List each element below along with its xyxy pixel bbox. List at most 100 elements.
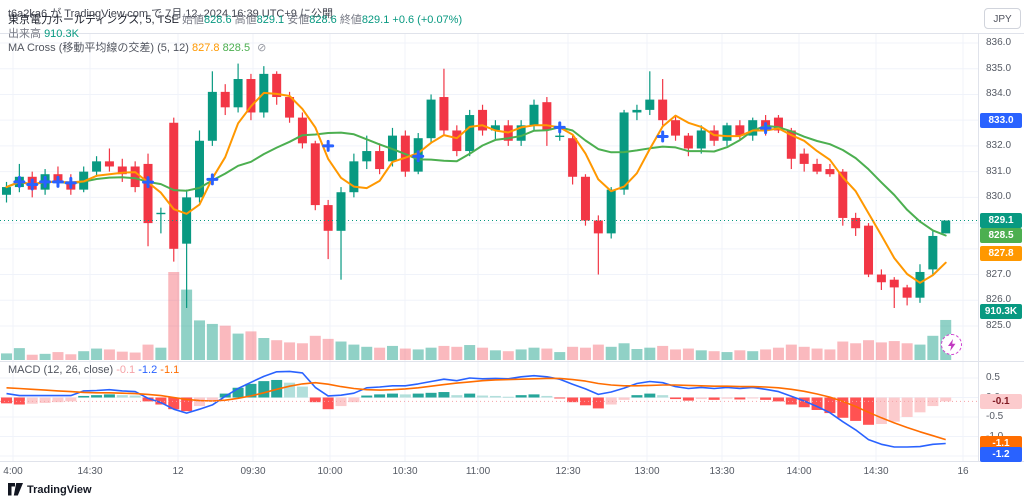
volume-bar <box>142 344 154 360</box>
volume-bar <box>438 345 450 360</box>
macd-hist-bar <box>541 395 553 398</box>
time-tick-label: 14:30 <box>863 466 889 477</box>
volume-bar <box>528 347 540 360</box>
candle-body <box>568 138 578 177</box>
macd-hist-bar <box>39 397 51 403</box>
volume-bar <box>335 341 347 360</box>
boost-button[interactable] <box>941 334 962 355</box>
volume-bar <box>206 323 218 360</box>
ma-cross-marker <box>26 178 39 191</box>
candle-body <box>838 171 848 218</box>
volume-bar <box>760 349 772 360</box>
candle-body <box>130 166 140 188</box>
high-value: 829.1 <box>256 14 285 26</box>
candle-body <box>92 161 102 172</box>
time-tick-label: 10:30 <box>392 466 418 477</box>
macd-hist-value: -0.1 <box>116 364 136 376</box>
volume-bar <box>888 341 900 360</box>
time-tick-label: 10:00 <box>317 466 343 477</box>
candle-body <box>194 140 204 198</box>
candle-body <box>362 151 372 162</box>
macd-hist-bar <box>412 393 424 398</box>
macd-hist-bar <box>26 397 38 404</box>
macd-hist-bar <box>631 395 643 398</box>
low-label: 安値 <box>287 14 310 26</box>
volume-bar <box>386 345 398 360</box>
time-tick-label: 12 <box>172 466 184 477</box>
ma-fast-value: 827.8 <box>191 42 220 54</box>
macd-hist-bar <box>78 395 90 398</box>
indicator-hidden-icon[interactable]: ⊘ <box>257 42 267 54</box>
volume-bar <box>670 349 682 360</box>
macd-hist-bar <box>940 397 952 402</box>
candle-body <box>555 135 565 138</box>
macd-hist-bar <box>554 397 566 399</box>
volume-bar <box>605 346 617 360</box>
candle-body <box>323 205 333 231</box>
macd-tick-label: -0.5 <box>986 411 1004 422</box>
price-badge: 829.1 <box>980 213 1022 229</box>
volume-bar <box>875 342 887 360</box>
candle-body <box>375 151 385 170</box>
volume-bar <box>374 347 386 360</box>
macd-badge: -1.2 <box>980 446 1022 462</box>
macd-hist-bar <box>502 396 514 398</box>
macd-hist-bar <box>477 395 489 398</box>
price-tick-label: 830.0 <box>986 191 1012 203</box>
tradingview-watermark[interactable]: TradingView <box>8 483 92 496</box>
macd-hist-bar <box>734 397 746 400</box>
macd-hist-bar <box>875 397 887 425</box>
volume-bar <box>425 347 437 360</box>
candle-body <box>117 166 127 175</box>
volume-bar <box>618 343 630 360</box>
volume-bar <box>116 351 128 360</box>
candle-body <box>889 279 899 288</box>
macd-hist-bar <box>309 397 321 403</box>
candle-body <box>915 271 925 298</box>
open-value: 828.6 <box>204 14 232 26</box>
candle-body <box>182 197 192 244</box>
ma-cross-marker <box>13 175 26 188</box>
volume-bar <box>515 349 527 360</box>
macd-hist-bar <box>670 397 682 400</box>
candle-body <box>169 122 179 249</box>
price-tick-label: 836.0 <box>986 37 1012 48</box>
macd-badge: -0.1 <box>980 393 1022 409</box>
macd-hist-bar <box>232 387 244 398</box>
volume-bar <box>811 348 823 360</box>
volume-bar <box>219 325 231 360</box>
volume-bar <box>631 349 643 360</box>
volume-bar <box>554 352 566 360</box>
candle-body <box>632 109 642 113</box>
macd-signal-line <box>6 377 946 441</box>
volume-bar <box>168 272 180 360</box>
macd-hist-bar <box>837 397 849 418</box>
volume-bar <box>708 351 720 360</box>
price-badge: 910.3K <box>980 303 1022 319</box>
symbol-title[interactable]: 東京電力ホールディングス, 5, TSE <box>8 14 179 26</box>
volume-bar <box>348 344 360 360</box>
volume-bar <box>567 346 579 360</box>
volume-bar <box>592 344 604 360</box>
ma-cross-label[interactable]: MA Cross (移動平均線の交差) (5, 12) <box>8 42 189 54</box>
time-tick-label: 13:00 <box>634 466 660 477</box>
volume-bar <box>271 340 283 360</box>
candle-body <box>490 125 500 131</box>
macd-label[interactable]: MACD (12, 26, close) <box>8 364 114 376</box>
volume-bar <box>837 341 849 360</box>
macd-signal-value: -1.1 <box>160 364 180 376</box>
volume-bar <box>412 349 424 360</box>
volume-bar <box>65 354 77 360</box>
volume-bar <box>747 351 759 360</box>
candle-body <box>233 79 243 108</box>
change-value: +0.6 (+0.07%) <box>392 14 463 26</box>
currency-button[interactable]: JPY <box>984 8 1021 29</box>
ma-cross-marker <box>39 175 52 188</box>
macd-hist-bar <box>708 397 720 400</box>
volume-bar <box>772 347 784 360</box>
ma-slow-value: 828.5 <box>222 42 251 54</box>
time-tick-label: 13:30 <box>709 466 735 477</box>
legend-line-volume: 出来高 910.3K <box>8 27 462 41</box>
